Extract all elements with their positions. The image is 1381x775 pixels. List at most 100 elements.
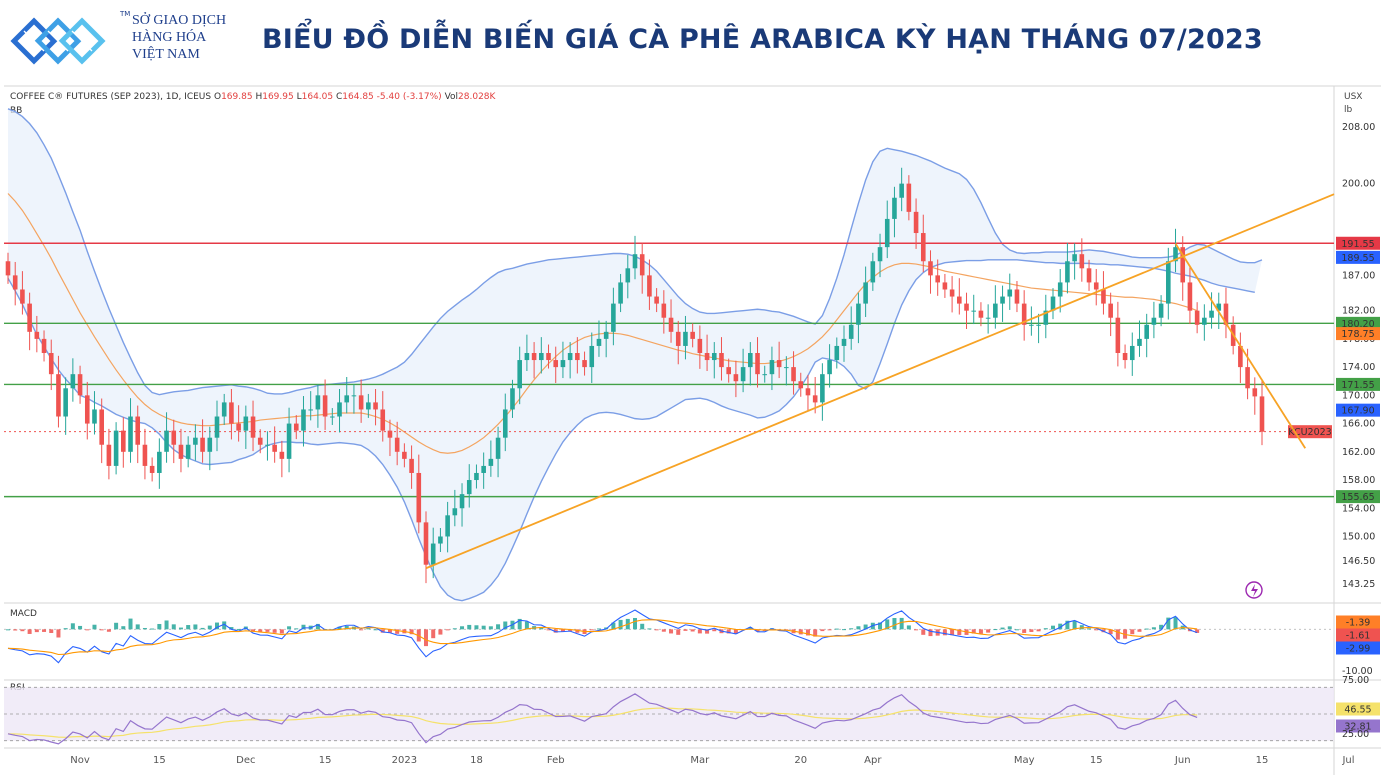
candle-body	[1029, 324, 1034, 326]
macd-histogram-bar	[496, 624, 501, 630]
macd-histogram-bar	[359, 629, 364, 631]
macd-histogram-bar	[813, 629, 818, 637]
macd-histogram-bar	[1022, 629, 1027, 633]
macd-histogram-bar	[950, 629, 955, 636]
candle-body	[1115, 317, 1121, 353]
level-tag	[1336, 377, 1380, 391]
macd-histogram-bar	[993, 629, 998, 631]
macd-histogram-bar	[467, 624, 472, 630]
time-axis-tick: 15	[153, 755, 166, 766]
candle-body	[827, 360, 832, 375]
macd-histogram-bar	[106, 629, 111, 632]
macd-histogram-bar	[517, 618, 522, 630]
level-tag-label: 155.65	[1341, 492, 1374, 503]
candle-body	[863, 282, 868, 304]
candle-body	[423, 522, 429, 565]
macd-histogram-bar	[150, 628, 155, 630]
macd-histogram-bar	[56, 629, 61, 638]
candle-body	[654, 296, 659, 304]
change-value: -5.40 (-3.17%)	[376, 92, 442, 102]
macd-histogram-bar	[301, 624, 306, 630]
candle-body	[1093, 282, 1099, 290]
candle-body	[12, 275, 18, 290]
candle-body	[899, 183, 904, 198]
candle-body	[603, 331, 609, 339]
macd-histogram-bar	[1058, 623, 1063, 630]
macd-histogram-bar	[186, 625, 191, 630]
candle-body	[279, 451, 285, 459]
candle-body	[178, 444, 184, 459]
macd-histogram-bar	[942, 629, 947, 636]
macd-histogram-bar	[1029, 629, 1034, 632]
candle-body	[459, 494, 465, 509]
price-axis-tick: 162.00	[1342, 447, 1375, 458]
macd-histogram-bar	[460, 626, 465, 630]
macd-histogram-bar	[128, 618, 133, 630]
candle-body	[1129, 345, 1135, 361]
rsi-value-tag	[1336, 719, 1380, 733]
macd-histogram-bar	[135, 624, 140, 630]
macd-histogram-bar	[669, 629, 674, 634]
time-axis-tick: 18	[470, 755, 483, 766]
candle-body	[978, 310, 984, 318]
candle-body	[438, 536, 443, 544]
candle-body	[812, 395, 818, 403]
macd-histogram-bar	[1043, 628, 1048, 630]
macd-histogram-bar	[85, 629, 90, 631]
macd-histogram-bar	[265, 629, 270, 632]
macd-histogram-bar	[315, 623, 320, 630]
candle-body	[1158, 303, 1164, 318]
candle-body	[1057, 282, 1063, 297]
candle-body	[236, 423, 241, 431]
candle-body	[308, 409, 313, 411]
macd-histogram-bar	[13, 629, 18, 631]
macd-histogram-bar	[1087, 628, 1092, 630]
candle-body	[1108, 303, 1113, 318]
high-label: H	[255, 92, 263, 102]
candle-body	[820, 374, 825, 403]
candle-body	[877, 247, 883, 262]
macd-histogram-bar	[568, 629, 573, 631]
bollinger-lower-line	[7, 259, 1255, 602]
candle-body	[1252, 388, 1258, 397]
currency-unit: USX	[1344, 92, 1363, 102]
candle-body	[1000, 296, 1005, 304]
bollinger-basis-line	[7, 193, 1198, 454]
time-axis-tick: 15	[319, 755, 332, 766]
macd-histogram-bar	[1036, 629, 1041, 632]
macd-histogram-bar	[366, 628, 371, 630]
macd-histogram-bar	[193, 624, 198, 630]
level-tag-label: 191.55	[1341, 239, 1374, 250]
candle-body	[351, 395, 357, 397]
candle-body	[726, 367, 731, 375]
macd-histogram-bar	[373, 629, 378, 631]
candle-body	[575, 353, 580, 361]
macd-histogram-bar	[914, 629, 919, 631]
candle-body	[445, 515, 450, 537]
macd-histogram-bar	[395, 629, 400, 634]
macd-histogram-bar	[798, 629, 803, 635]
macd-value-tag	[1336, 641, 1380, 655]
time-axis-tick: May	[1014, 755, 1035, 766]
macd-histogram-bar	[849, 628, 854, 630]
candle-body	[164, 430, 169, 452]
candle-body	[884, 218, 890, 248]
macd-histogram-bar	[1159, 624, 1164, 630]
candle-body	[1079, 254, 1085, 269]
price-axis-tick: 170.00	[1342, 390, 1375, 401]
macd-histogram-bar	[1014, 629, 1019, 631]
candle-body	[214, 416, 220, 438]
candle-body	[373, 402, 378, 410]
candle-body	[1238, 345, 1243, 368]
candle-body	[798, 381, 804, 389]
page-title: BIỂU ĐỒ DIỄN BIẾN GIÁ CÀ PHÊ ARABICA KỲ …	[262, 24, 1263, 55]
candle-body	[157, 451, 162, 473]
candle-body	[193, 437, 198, 445]
trendline	[1174, 243, 1307, 449]
candle-body	[942, 282, 948, 290]
macd-histogram-bar	[726, 629, 731, 634]
candle-body	[142, 444, 148, 466]
macd-histogram-bar	[20, 629, 25, 632]
candle-body	[1187, 282, 1193, 311]
